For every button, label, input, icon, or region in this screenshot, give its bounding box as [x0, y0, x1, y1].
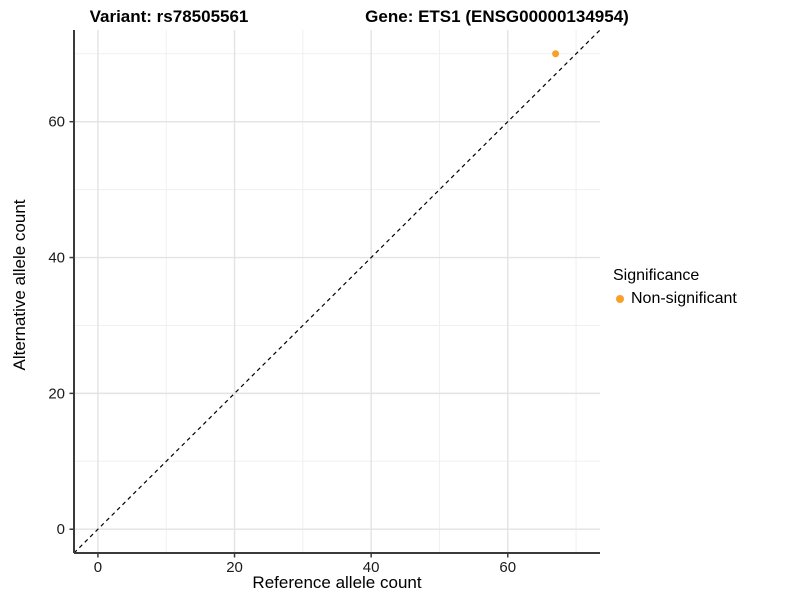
x-tick-label: 40	[363, 559, 380, 576]
x-tick-label: 20	[226, 559, 243, 576]
legend: Significance Non-significant	[613, 267, 737, 308]
y-tick-label: 40	[48, 250, 65, 267]
x-tick-label: 60	[499, 559, 516, 576]
identity-line	[73, 29, 601, 554]
chart-title-gene: Gene: ETS1 (ENSG00000134954)	[365, 7, 629, 26]
y-tick-label: 0	[57, 521, 65, 538]
chart-title-variant: Variant: rs78505561	[89, 7, 249, 26]
legend-point-swatch	[616, 295, 624, 303]
legend-item: Non-significant	[613, 290, 737, 308]
x-axis-title: Reference allele count	[252, 573, 422, 592]
y-axis-title: Alternative allele count	[10, 199, 29, 371]
legend-item-label: Non-significant	[631, 290, 737, 307]
data-point	[552, 50, 560, 58]
x-tick-label: 0	[94, 559, 102, 576]
y-tick-label: 60	[48, 114, 65, 131]
y-tick-label: 20	[48, 385, 65, 402]
legend-title: Significance	[613, 267, 700, 284]
